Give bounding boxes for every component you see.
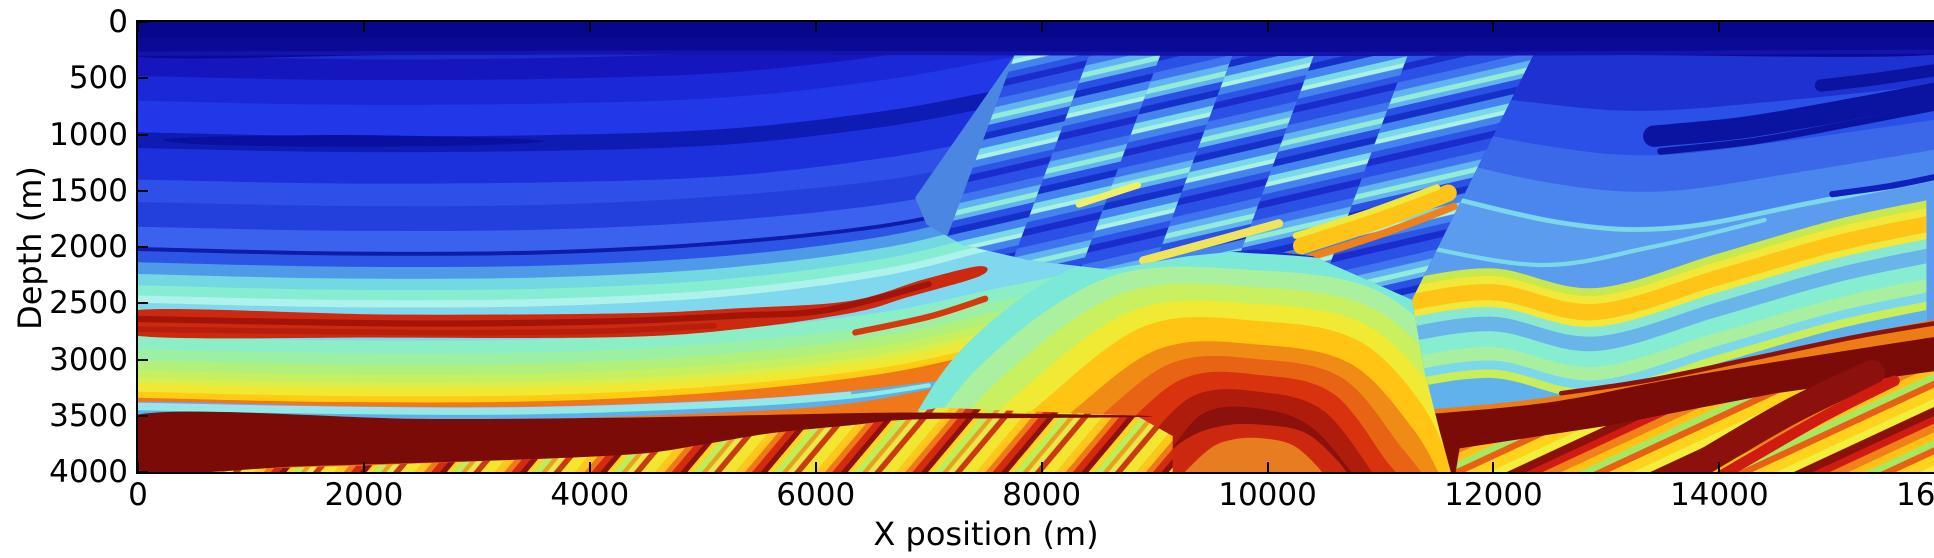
y-tick-label: 500 [68, 60, 128, 97]
x-tick-label: 6000 [776, 477, 856, 513]
y-tick-mark [138, 358, 148, 361]
plot-area [136, 20, 1934, 474]
x-tick-mark [138, 462, 139, 472]
y-tick-mark [138, 189, 148, 192]
x-axis-label: X position (m) [873, 515, 1099, 553]
x-tick-label: 12000 [1444, 477, 1543, 513]
x-tick-label: 4000 [550, 477, 630, 513]
x-tick-mark [1718, 462, 1721, 472]
y-tick-mark [138, 133, 148, 136]
x-tick-mark [1266, 462, 1269, 472]
y-tick-label: 0 [108, 4, 128, 40]
y-tick-mark [138, 77, 148, 80]
x-tick-label: 16000 [1895, 477, 1934, 513]
x-tick-mark [1492, 462, 1495, 472]
y-tick-label: 3500 [49, 397, 128, 434]
x-tick-label: 14000 [1670, 477, 1769, 513]
x-tick-label: 8000 [1002, 477, 1082, 513]
y-tick-label: 4000 [49, 454, 128, 490]
x-tick-label: 10000 [1218, 477, 1317, 513]
x-tick-mark [814, 22, 817, 32]
x-tick-mark [588, 22, 591, 32]
y-tick-mark [138, 246, 148, 248]
y-tick-label: 1500 [49, 172, 128, 209]
y-tick-label: 2500 [49, 285, 128, 322]
x-tick-mark [362, 22, 365, 32]
x-tick-mark [1040, 462, 1043, 472]
x-tick-mark [1718, 22, 1721, 32]
y-tick-mark [138, 414, 148, 417]
y-tick-label: 3000 [49, 341, 128, 378]
y-tick-mark [138, 471, 148, 472]
y-tick-label: 1000 [49, 116, 128, 153]
y-tick-mark [138, 302, 148, 305]
x-tick-mark [138, 22, 139, 32]
x-tick-mark [814, 462, 817, 472]
x-tick-mark [588, 462, 591, 472]
x-tick-label: 2000 [324, 477, 404, 513]
x-tick-label: 0 [128, 477, 148, 513]
x-tick-mark [1492, 22, 1495, 32]
x-tick-mark [362, 462, 365, 472]
y-tick-mark [138, 22, 148, 23]
velocity-model-image [138, 22, 1934, 472]
x-tick-mark [1266, 22, 1269, 32]
y-tick-label: 2000 [49, 229, 128, 265]
x-tick-mark [1040, 22, 1043, 32]
